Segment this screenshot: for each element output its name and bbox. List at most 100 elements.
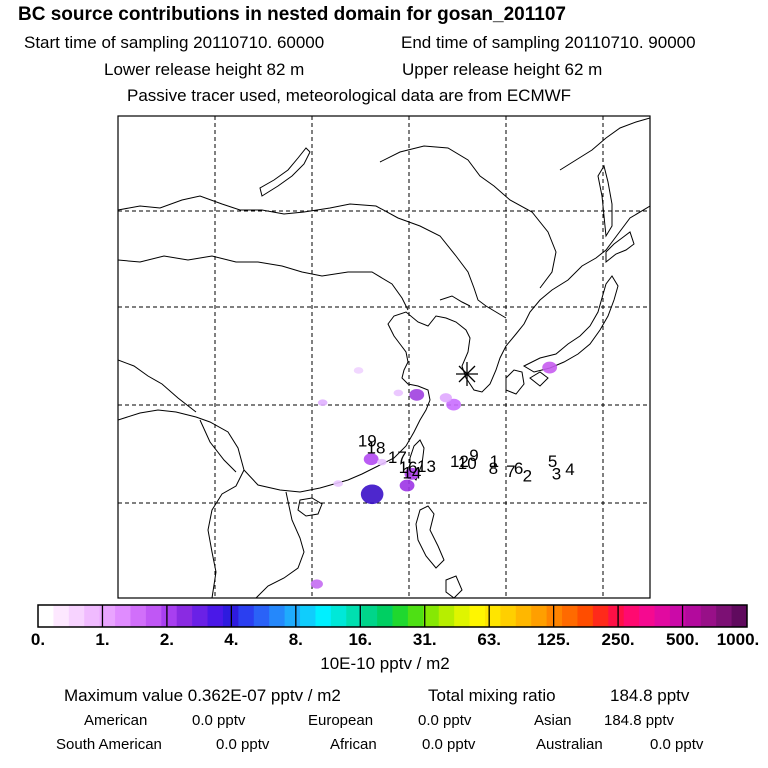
colorbar-cell xyxy=(253,605,270,627)
lower-release-height: Lower release height 82 m xyxy=(104,60,305,79)
colorbar-cell xyxy=(515,605,532,627)
trajectory-label: 5 xyxy=(548,452,557,471)
colorbar-cell xyxy=(68,605,85,627)
map-frame xyxy=(117,115,651,599)
region-value: 0.0 pptv xyxy=(650,736,704,753)
plume-patch xyxy=(393,389,404,397)
colorbar-tick-label: 0. xyxy=(31,630,45,649)
max-value: Maximum value 0.362E-07 pptv / m2 xyxy=(64,686,341,705)
colorbar-cell xyxy=(115,605,131,627)
trajectory-label: 3 xyxy=(552,465,561,484)
colorbar-cell xyxy=(484,605,501,627)
lake-baikal xyxy=(259,147,311,197)
plume-patch xyxy=(353,367,364,374)
colorbar-cell xyxy=(423,605,440,627)
plume-patch xyxy=(333,480,343,487)
colorbar-tick-label: 500. xyxy=(666,630,699,649)
plume-patch xyxy=(409,388,425,401)
colorbar-cell xyxy=(130,605,147,627)
plume-patch xyxy=(404,467,420,480)
colorbar-cell xyxy=(315,605,332,627)
colorbar-unit: 10E-10 pptv / m2 xyxy=(320,654,449,673)
colorbar-tick-label: 2. xyxy=(160,630,174,649)
region-value: 0.0 pptv xyxy=(216,736,270,753)
region-value: 184.8 pptv xyxy=(604,712,675,729)
region-name: Asian xyxy=(534,712,572,729)
trajectory-label: 7 xyxy=(506,462,515,481)
trajectory-label: 18 xyxy=(367,438,386,457)
colorbar-cell xyxy=(669,605,686,627)
colorbar-cell xyxy=(192,605,209,627)
region-value: 0.0 pptv xyxy=(422,736,476,753)
colorbar-cell xyxy=(731,605,748,627)
trajectory-label: 10 xyxy=(458,454,477,473)
colorbar-cell xyxy=(207,605,224,627)
trajectory-label: 6 xyxy=(514,459,523,478)
plume-patch xyxy=(399,479,415,492)
colorbar-cell xyxy=(623,605,640,627)
receptor-marker xyxy=(456,362,478,386)
colorbar-cell xyxy=(500,605,517,627)
plume-patch xyxy=(439,393,452,403)
colorbar-cell xyxy=(238,605,255,627)
colorbar-frame xyxy=(37,604,748,628)
region-name: South American xyxy=(56,736,162,753)
region-value: 0.0 pptv xyxy=(192,712,246,729)
start-time: Start time of sampling 20110710. 60000 xyxy=(24,33,325,52)
colorbar-cell xyxy=(176,605,193,627)
colorbar-cell xyxy=(38,605,54,627)
trajectory-label: 2 xyxy=(523,467,532,486)
colorbar-cell xyxy=(700,605,717,627)
colorbar-cell xyxy=(84,605,101,627)
colorbar-cell xyxy=(284,605,301,627)
colorbar-cell xyxy=(531,605,548,627)
colorbar-cell xyxy=(145,605,162,627)
colorbar-cell xyxy=(346,605,363,627)
source-contribution-plumes xyxy=(310,361,558,589)
plume-patch xyxy=(360,484,384,505)
trajectory-label: 14 xyxy=(402,464,421,483)
plume-patch xyxy=(542,361,558,374)
colorbar-cell xyxy=(469,605,486,627)
colorbar-tick-label: 31. xyxy=(413,630,437,649)
colorbar-cell xyxy=(454,605,471,627)
colorbar-cell xyxy=(577,605,594,627)
end-time: End time of sampling 20110710. 90000 xyxy=(401,33,696,52)
tracer-note: Passive tracer used, meteorological data… xyxy=(127,86,572,105)
colorbar-cell xyxy=(407,605,424,627)
trajectory-label: 19 xyxy=(358,432,377,451)
total-mixing-ratio-label: Total mixing ratio xyxy=(428,686,556,705)
plume-patch xyxy=(310,579,323,589)
map-title: BC source contributions in nested domain… xyxy=(18,4,566,25)
colorbar-cell xyxy=(546,605,563,627)
colorbar-tick-label: 8. xyxy=(289,630,303,649)
colorbar-tick-label: 16. xyxy=(348,630,372,649)
colorbar-cell xyxy=(608,605,625,627)
colorbar-cell xyxy=(99,605,116,627)
colorbar-cell xyxy=(592,605,609,627)
colorbar-tick-label: 1000. xyxy=(717,630,760,649)
trajectory-label: 13 xyxy=(417,457,436,476)
coastline-indochina xyxy=(207,469,305,598)
colorbar-cell xyxy=(438,605,455,627)
trajectory-label: 16 xyxy=(399,458,418,477)
plume-patch xyxy=(317,399,328,406)
region-name: American xyxy=(84,712,148,729)
region-name: European xyxy=(308,712,374,729)
colorbar-cell xyxy=(685,605,702,627)
colorbar-cell xyxy=(161,605,178,627)
colorbar-tick-label: 1. xyxy=(95,630,109,649)
map-background xyxy=(118,116,650,598)
coastline-taiwan xyxy=(409,439,425,481)
colorbar-cells xyxy=(37,604,748,628)
trajectory-label: 9 xyxy=(469,446,478,465)
region-name: Australian xyxy=(536,736,603,753)
lat-lon-grid xyxy=(118,116,650,598)
colorbar-cell xyxy=(361,605,378,627)
coastlines xyxy=(118,117,650,598)
colorbar-tick-label: 4. xyxy=(224,630,238,649)
plume-patch xyxy=(363,453,379,466)
colorbar-cell xyxy=(639,605,656,627)
